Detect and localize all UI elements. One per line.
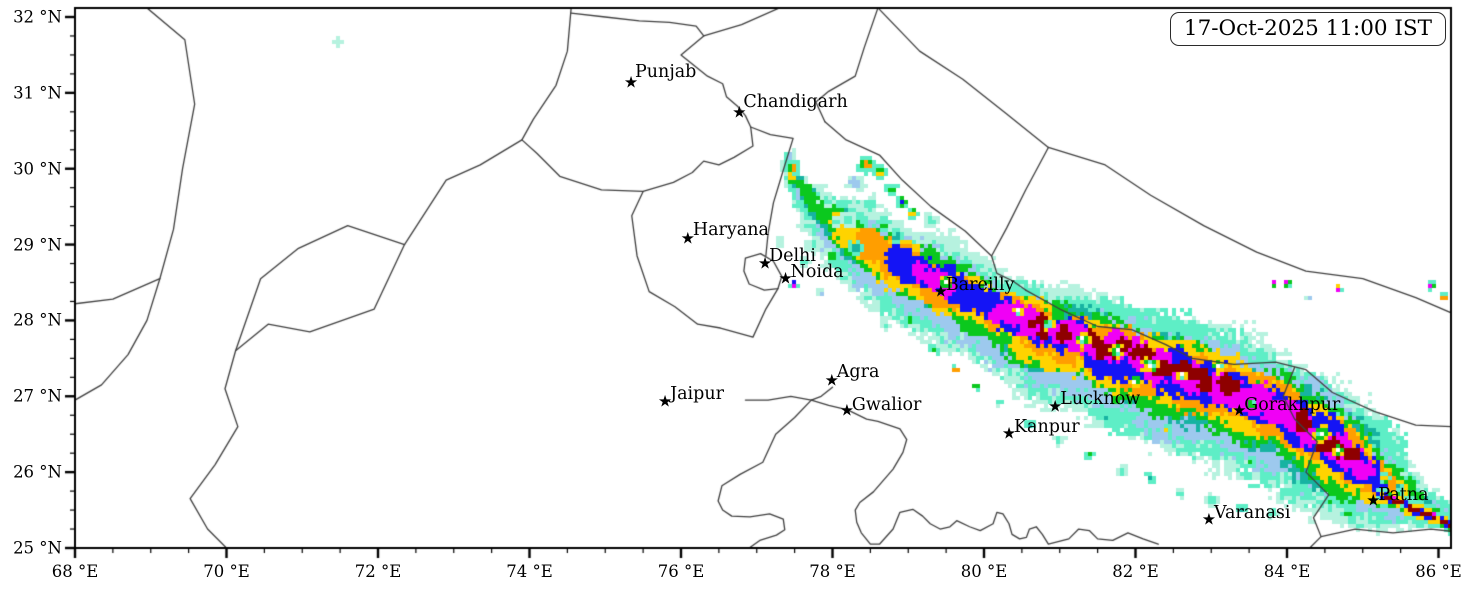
y-axis-tick-label: 26 °N — [13, 462, 62, 482]
timestamp-label: 17-Oct-2025 11:00 IST — [1183, 16, 1432, 41]
city-star-icon: ★ — [933, 281, 948, 301]
city-star-icon: ★ — [757, 253, 773, 273]
x-axis-tick-label: 78 °E — [809, 562, 856, 581]
city-label: Kanpur — [1013, 417, 1080, 438]
city-label: Punjab — [635, 61, 697, 82]
city-star-icon: ★ — [657, 390, 673, 410]
x-axis-tick-label: 76 °E — [657, 562, 705, 581]
city-star-icon: ★ — [623, 72, 639, 92]
city-star-icon: ★ — [778, 268, 793, 288]
city-label: Haryana — [692, 219, 769, 240]
y-axis-tick-label: 27 °N — [13, 386, 62, 406]
city-label: Gwalior — [851, 395, 922, 416]
y-axis-tick-label: 31 °N — [13, 83, 62, 103]
city-label: Varanasi — [1213, 502, 1291, 523]
y-axis-tick-label: 29 °N — [13, 235, 62, 255]
city-label: Agra — [836, 362, 880, 383]
city-star-icon: ★ — [1366, 490, 1381, 510]
city-label: Chandigarh — [743, 91, 848, 112]
x-axis-tick-label: 82 °E — [1112, 562, 1159, 581]
city-star-icon: ★ — [1201, 509, 1217, 529]
x-axis-tick-label: 80 °E — [960, 562, 1008, 581]
city-label: Delhi — [769, 246, 816, 267]
city-star-icon: ★ — [732, 101, 747, 121]
city-label: Bareilly — [945, 275, 1015, 296]
x-axis-tick-label: 86 °E — [1415, 562, 1462, 581]
x-axis-tick-label: 68 °E — [51, 562, 99, 581]
x-axis-tick-label: 70 °E — [203, 562, 250, 581]
y-axis-tick-label: 28 °N — [13, 310, 62, 330]
city-star-icon: ★ — [839, 400, 855, 420]
x-axis-tick-label: 72 °E — [354, 562, 402, 581]
city-star-icon: ★ — [680, 227, 695, 247]
x-axis-tick-label: 84 °E — [1263, 562, 1311, 581]
city-label: Noida — [790, 261, 844, 282]
y-axis-tick-label: 25 °N — [13, 538, 62, 558]
city-label: Jaipur — [670, 383, 724, 404]
city-star-icon: ★ — [824, 370, 839, 390]
city-label: Gorakhpur — [1244, 395, 1341, 416]
city-star-icon: ★ — [1001, 423, 1017, 443]
y-axis-tick-label: 32 °N — [13, 7, 62, 27]
city-star-icon: ★ — [1232, 400, 1247, 420]
city-star-icon: ★ — [1048, 396, 1063, 416]
city-label: Lucknow — [1060, 388, 1141, 409]
x-axis-tick-label: 74 °E — [506, 562, 553, 581]
timestamp-box: 17-Oct-2025 11:00 IST — [1169, 12, 1446, 46]
y-axis-tick-label: 30 °N — [13, 159, 62, 179]
city-label: Patna — [1378, 484, 1429, 505]
